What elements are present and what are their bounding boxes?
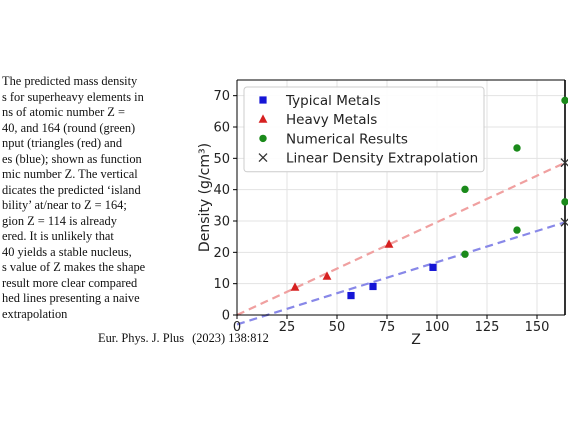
caption-line: nput (triangles (red) and: [2, 136, 123, 150]
data-point-triangle: [384, 239, 394, 248]
x-tick-label: 0: [233, 320, 241, 335]
data-point-circle: [561, 96, 568, 105]
x-tick-label: 150: [525, 320, 550, 335]
trend-line: [236, 221, 566, 326]
legend-marker: [258, 114, 268, 123]
data-point-circle: [461, 250, 469, 258]
data-point-circle: [513, 144, 521, 152]
data-points: [290, 96, 568, 300]
y-tick-label: 20: [213, 246, 230, 261]
trend-lines: [236, 161, 566, 326]
y-tick-label: 50: [213, 152, 230, 167]
caption-line: dicates the predicted ‘island: [2, 182, 141, 197]
y-axis-label: Density (g/cm³): [197, 143, 213, 252]
axis-ticks: 0 25 50 75 100 125 150 0 10 20 30 40 50 60 70: [213, 89, 549, 335]
caption-line: s value of Z makes the shape: [2, 260, 146, 274]
data-point-square: [347, 291, 355, 300]
y-tick-label: 40: [213, 183, 230, 198]
data-point-square: [429, 263, 437, 271]
legend-label: Numerical Results: [286, 131, 408, 147]
caption-line: s for superheavy elements in: [2, 89, 144, 104]
x-tick-label: 25: [279, 320, 296, 335]
y-tick-label: 70: [213, 89, 230, 104]
legend-label: Linear Density Extrapolation: [286, 151, 478, 167]
caption-line: 40 yields a stable nucleus,: [2, 244, 132, 259]
legend-box: [243, 86, 485, 173]
journal-citation: (2023) 138:812: [192, 331, 269, 345]
caption-line: ered. It is unlikely that: [2, 229, 114, 243]
y-tick-label: 0: [222, 309, 230, 324]
data-point-square: [369, 282, 377, 291]
x-tick-label: 125: [475, 320, 500, 335]
journal-name: Eur. Phys. J. Plus: [98, 331, 185, 345]
legend-marker: [259, 134, 267, 143]
caption-line: ns of atomic number Z =: [2, 105, 125, 119]
data-point-circle: [561, 198, 568, 206]
caption-line: extrapolation: [2, 306, 68, 321]
caption-line: es (blue); shown as function: [2, 151, 142, 166]
figure-caption: The predicted mass density s for superhea…: [2, 74, 202, 322]
caption-line: hed lines presenting a naive: [2, 291, 140, 305]
x-tick-label: 75: [379, 320, 396, 335]
chart-legend: Typical Metals Heavy Metals Numerical Resu…: [243, 86, 485, 173]
data-point-circle: [513, 226, 521, 234]
caption-line: gion Z = 114 is already: [2, 213, 117, 228]
data-point-circle: [461, 185, 469, 194]
y-tick-label: 30: [213, 215, 230, 230]
data-point-triangle: [322, 271, 332, 280]
y-tick-label: 60: [213, 121, 230, 136]
caption-line: bility’ at/near to Z = 164;: [2, 198, 127, 212]
legend-label: Typical Metals: [285, 93, 381, 109]
legend-label: Heavy Metals: [286, 112, 377, 128]
caption-line: result more clear compared: [2, 275, 138, 290]
x-tick-label: 100: [425, 320, 450, 335]
legend-marker: [258, 153, 268, 163]
caption-line: mic number Z. The vertical: [2, 167, 138, 181]
plot-frame: [236, 79, 565, 316]
legend-marker: [259, 96, 267, 104]
x-tick-label: 50: [329, 320, 346, 335]
caption-line: The predicted mass density: [2, 74, 138, 88]
x-axis-label: Z: [411, 332, 421, 348]
data-point-triangle: [290, 282, 300, 291]
trend-line: [236, 161, 566, 316]
y-tick-label: 10: [213, 277, 230, 292]
caption-line: 40, and 164 (round (green): [2, 120, 136, 135]
journal-reference: Eur. Phys. J. Plus (2023) 138:812: [98, 331, 277, 346]
